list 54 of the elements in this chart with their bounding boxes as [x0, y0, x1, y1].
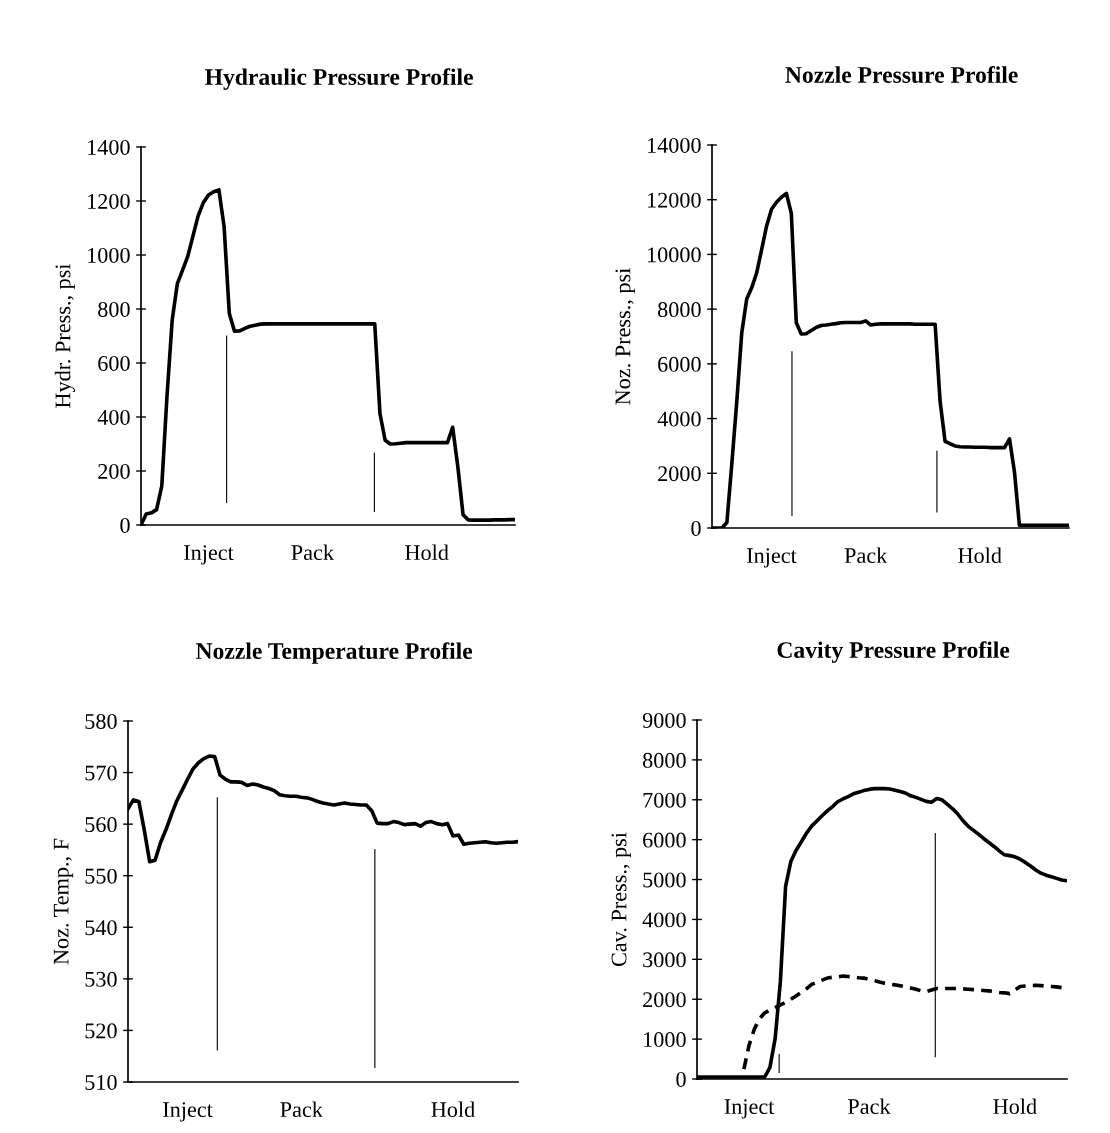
- y-tick-label: 4000: [642, 912, 686, 928]
- y-tick-label: 800: [98, 301, 130, 317]
- y-tick-label: 580: [85, 713, 117, 729]
- x-tick-label: Hold: [431, 1101, 475, 1118]
- y-tick-label: 530: [85, 971, 117, 987]
- x-tick-label: Inject: [184, 545, 234, 565]
- y-tick-label: 2000: [658, 466, 701, 482]
- y-tick-label: 0: [676, 1071, 686, 1087]
- y-tick-label: 4000: [657, 411, 701, 427]
- y-tick-label: 560: [85, 817, 117, 833]
- y-tick-label: 9000: [642, 712, 686, 728]
- y-tick-label: 5000: [643, 872, 686, 888]
- chart-title: Hydraulic Pressure Profile: [205, 68, 473, 90]
- y-tick-label: 0: [120, 517, 130, 533]
- x-tick-label: Inject: [724, 1099, 775, 1119]
- y-tick-label: 7000: [643, 792, 686, 808]
- y-tick-label: 570: [85, 765, 117, 781]
- y-axis-title: Noz. Press., psi: [615, 268, 635, 405]
- y-axis-title: Hydr. Press., psi: [54, 263, 76, 408]
- y-tick-label: 550: [85, 868, 117, 884]
- x-tick-label: Hold: [958, 547, 1002, 564]
- y-axis-title: Cav. Press., psi: [611, 832, 632, 967]
- chart-title: Nozzle Temperature Profile: [195, 642, 473, 664]
- y-tick-label: 200: [98, 463, 130, 479]
- y-tick-label: 0: [691, 520, 701, 536]
- y-tick-label: 1000: [644, 1032, 686, 1048]
- x-tick-label: Inject: [163, 1102, 213, 1122]
- chart-title: Cavity Pressure Profile: [777, 641, 1010, 663]
- x-tick-label: Inject: [747, 548, 797, 568]
- y-tick-label: 510: [85, 1074, 117, 1090]
- y-tick-label: 2000: [643, 992, 686, 1008]
- y-tick-label: 600: [98, 355, 130, 371]
- x-tick-label: Pack: [291, 544, 335, 561]
- y-axis-title: Noz. Temp., F: [53, 838, 74, 965]
- y-tick-label: 8000: [657, 302, 701, 318]
- y-tick-label: 400: [97, 409, 130, 425]
- y-tick-label: 520: [85, 1023, 117, 1039]
- y-tick-label: 8000: [642, 752, 686, 768]
- x-tick-label: Pack: [280, 1101, 323, 1118]
- y-tick-label: 3000: [643, 952, 686, 968]
- y-tick-label: 6000: [643, 832, 686, 848]
- x-tick-label: Hold: [993, 1098, 1037, 1115]
- y-tick-label: 1200: [88, 193, 130, 209]
- chart-title: Nozzle Pressure Profile: [785, 66, 1018, 83]
- x-tick-label: Pack: [848, 1098, 891, 1115]
- x-tick-label: Pack: [844, 547, 888, 564]
- y-tick-label: 1000: [88, 247, 130, 263]
- y-tick-label: 10000: [647, 247, 701, 263]
- x-tick-label: Hold: [405, 544, 449, 561]
- y-tick-label: 14000: [647, 137, 701, 153]
- y-tick-label: 1400: [88, 139, 130, 155]
- y-tick-label: 12000: [647, 192, 701, 208]
- y-tick-label: 540: [85, 920, 117, 936]
- y-tick-label: 6000: [658, 356, 701, 372]
